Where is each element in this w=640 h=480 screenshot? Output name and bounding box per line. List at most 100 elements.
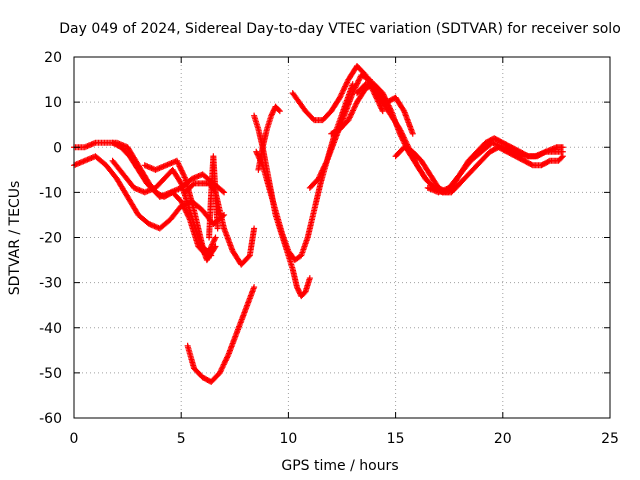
data-point [400, 134, 407, 141]
data-point [378, 105, 385, 112]
data-point [343, 80, 350, 87]
data-point [218, 365, 225, 372]
data-point [208, 242, 215, 249]
data-point [354, 78, 361, 85]
data-point [181, 174, 188, 181]
x-tick-label: 25 [601, 431, 619, 447]
data-point [223, 355, 230, 362]
data-point [254, 151, 261, 158]
data-point [256, 155, 263, 162]
data-point [182, 206, 189, 213]
data-point [214, 225, 221, 232]
data-point [207, 251, 214, 258]
data-point [336, 94, 343, 101]
data-point [216, 369, 223, 376]
data-point [209, 240, 216, 247]
data-point [559, 144, 566, 151]
data-point [218, 367, 225, 374]
data-point [220, 361, 227, 368]
data-point [351, 85, 358, 92]
y-tick-label: -50 [39, 366, 62, 382]
data-point [401, 135, 408, 142]
data-point [219, 188, 226, 195]
y-axis-label: SDTVAR / TECUs [7, 181, 23, 296]
series-arc-9 [255, 103, 283, 173]
data-point [352, 103, 359, 110]
data-point [339, 89, 346, 96]
data-point [340, 87, 347, 94]
y-tick-label: -10 [39, 185, 62, 201]
data-point [182, 208, 189, 215]
data-point [350, 107, 357, 114]
data-point [396, 126, 403, 133]
data-point [398, 130, 405, 137]
data-point [403, 140, 410, 147]
data-points [71, 63, 566, 385]
data-point [221, 360, 228, 367]
data-point [410, 155, 417, 162]
data-point [322, 160, 329, 167]
data-point [342, 83, 349, 90]
chart-title: Day 049 of 2024, Sidereal Day-to-day VTE… [59, 21, 621, 37]
data-point [411, 156, 418, 163]
x-tick-label: 20 [494, 431, 512, 447]
data-point [217, 368, 224, 375]
data-point [221, 189, 228, 196]
x-tick-label: 10 [279, 431, 297, 447]
data-point [381, 94, 388, 101]
data-point [353, 83, 360, 90]
y-tick-label: 0 [53, 140, 62, 156]
data-point [258, 159, 265, 166]
data-point [558, 154, 565, 161]
data-point [346, 114, 353, 121]
data-point [341, 84, 348, 91]
data-point [409, 130, 416, 137]
data-point [173, 157, 180, 164]
data-point [321, 163, 328, 170]
data-point [174, 159, 181, 166]
data-point [220, 362, 227, 369]
data-point [181, 173, 188, 180]
y-tick-label: -40 [39, 321, 62, 337]
series-arc-16 [424, 139, 566, 196]
axis-ticks: 0 5 10 15 20 25 -60 -50 -40 -30 -20 -10 0 10 20 [39, 50, 619, 447]
data-point [255, 152, 262, 159]
data-point [349, 81, 356, 88]
y-tick-label: -30 [39, 276, 62, 292]
data-point [559, 153, 566, 160]
data-point [178, 198, 185, 205]
data-point [275, 107, 282, 114]
data-point [351, 104, 358, 111]
data-point [545, 158, 552, 165]
data-point [379, 108, 386, 115]
data-point [352, 101, 359, 108]
data-point [399, 131, 406, 138]
data-point [177, 164, 184, 171]
data-point [219, 364, 226, 371]
data-point [315, 175, 322, 182]
data-point [354, 80, 361, 87]
data-point [377, 103, 384, 110]
data-point [323, 159, 330, 166]
y-tick-label: -60 [39, 411, 62, 427]
data-point [318, 170, 325, 177]
data-point [528, 161, 535, 168]
data-point [176, 163, 183, 170]
data-point [224, 353, 231, 360]
data-point [212, 234, 219, 241]
data-point [379, 90, 386, 97]
data-point [179, 201, 186, 208]
data-point [180, 171, 187, 178]
data-point [317, 171, 324, 178]
data-point [351, 87, 358, 94]
x-tick-label: 15 [387, 431, 405, 447]
data-point [253, 150, 260, 157]
data-point [257, 158, 264, 165]
data-point [381, 92, 388, 99]
series-arc-7 [184, 284, 258, 385]
x-tick-label: 0 [70, 431, 79, 447]
data-point [253, 148, 260, 155]
data-point [400, 106, 407, 113]
data-point [224, 354, 231, 361]
data-point [337, 93, 344, 100]
